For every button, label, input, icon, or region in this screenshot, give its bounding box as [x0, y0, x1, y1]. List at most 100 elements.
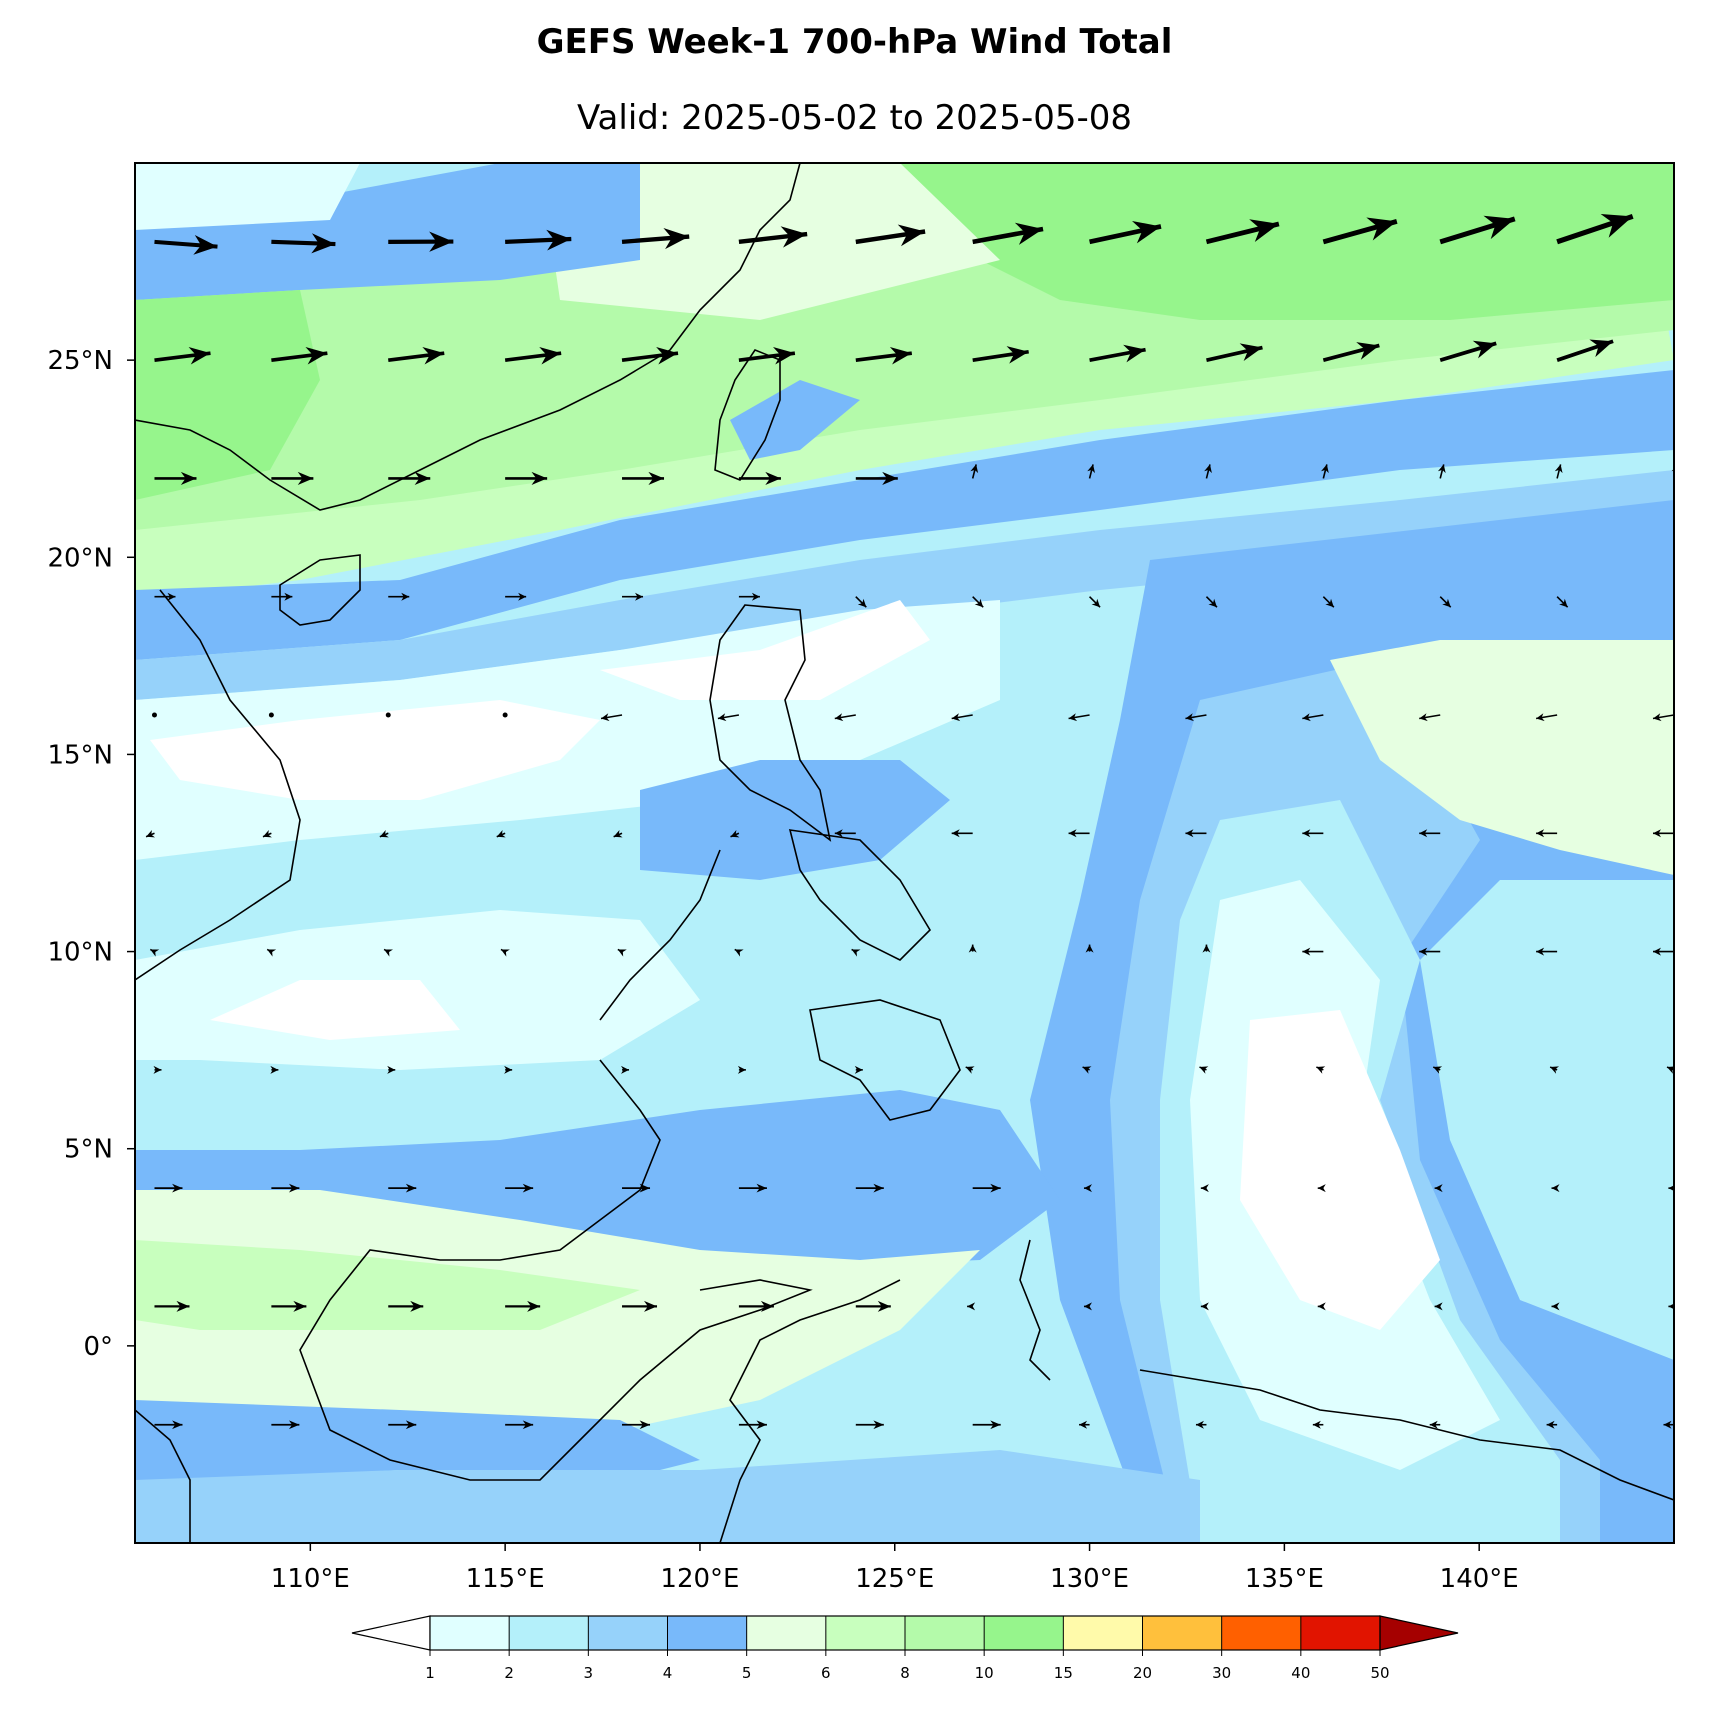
wind-vector [600, 713, 623, 722]
wind-vector [972, 346, 1029, 364]
wind-vector [388, 1420, 417, 1430]
wind-vector [1439, 340, 1497, 362]
wind-vector [154, 1183, 183, 1193]
contour-band-20n [135, 370, 1674, 660]
wind-vector [970, 464, 979, 479]
colorbar-tick-label: 30 [1212, 1664, 1231, 1682]
wind-vector [855, 471, 898, 486]
coast-mindanao [809, 999, 961, 1121]
wind-vector [1205, 219, 1280, 245]
wind-vector [388, 231, 454, 252]
lon-tick-label: 120°E [660, 1564, 739, 1594]
wind-vector [271, 471, 314, 486]
lat-tick-label: 15°N [47, 740, 113, 770]
wind-vector [1083, 1302, 1092, 1311]
contour-band-south-light [135, 1450, 1200, 1543]
lat-tick-label: 20°N [47, 543, 113, 573]
wind-vector [1653, 947, 1674, 956]
wind-vector [1673, 596, 1674, 598]
wind-vector [383, 948, 393, 957]
wind-vector [1082, 1066, 1092, 1074]
colorbar-segment [1300, 1616, 1380, 1650]
wind-vector [504, 1065, 513, 1074]
wind-vector [262, 830, 272, 838]
wind-vector [951, 829, 973, 838]
colorbar-tick-label: 4 [663, 1664, 673, 1682]
wind-vector [622, 592, 644, 601]
wind-vector [154, 1300, 190, 1312]
wind-vector [951, 713, 973, 722]
wind-vector [388, 1300, 424, 1312]
colorbar-segment [430, 1616, 510, 1650]
wind-vector [717, 713, 740, 722]
contour-band-light-ne [540, 163, 1000, 320]
colorbar-tick-label: 2 [504, 1664, 514, 1682]
plot-frame [134, 162, 1675, 1544]
contour-calm-scs-south [210, 980, 460, 1040]
wind-vector [855, 224, 926, 247]
wind-vector [1083, 1184, 1092, 1193]
contour-band-20n-inner [135, 470, 1674, 700]
wind-vector [1185, 829, 1207, 838]
wind-vector [387, 1065, 396, 1074]
wind-vector [1432, 1066, 1443, 1074]
wind-vector [154, 471, 197, 486]
coast-sumatra-java [135, 1409, 191, 1543]
lon-tick-label: 130°E [1050, 1564, 1129, 1594]
wind-vector [1079, 1420, 1090, 1429]
wind-vector [1195, 1420, 1207, 1429]
wind-vector [1316, 1066, 1326, 1074]
wind-vector [1666, 1066, 1674, 1074]
coast-sulawesi [719, 1279, 901, 1543]
wind-vector [1439, 596, 1452, 608]
wind-vector [151, 712, 157, 718]
colorbar-segment [509, 1616, 589, 1650]
wind-vector [153, 1065, 162, 1074]
wind-vector [1439, 215, 1516, 245]
wind-vector [1206, 343, 1263, 362]
colorbar-segment [905, 1616, 985, 1650]
wind-vector [1322, 342, 1380, 362]
colorbar-segment [746, 1616, 826, 1650]
coast-new-guinea [1139, 1369, 1674, 1501]
lat-tick-label: 25°N [47, 346, 113, 376]
contour-calm-east-core [1240, 1010, 1440, 1330]
wind-vector [1551, 1184, 1560, 1193]
wind-vector [500, 948, 510, 957]
coastlines [135, 163, 1674, 1543]
contour-band-2s [135, 1400, 700, 1490]
wind-vector [1089, 344, 1146, 363]
wind-vector [1317, 1302, 1326, 1311]
wind-vector [1204, 464, 1212, 479]
wind-vector [622, 471, 665, 486]
wind-vector [738, 1183, 767, 1193]
wind-vector [855, 1420, 884, 1430]
coast-vietnam [135, 589, 301, 981]
lon-tick-label: 135°E [1245, 1564, 1324, 1594]
wind-vector [1205, 596, 1218, 608]
colorbar-tick-label: 50 [1370, 1664, 1389, 1682]
wind-vector [1536, 829, 1558, 838]
wind-vector [149, 948, 160, 957]
wind-vector [504, 346, 562, 365]
wind-vector [621, 346, 679, 365]
wind-vector [1673, 239, 1674, 242]
contour-band-4n [135, 1090, 1060, 1270]
wind-speed-contours [135, 163, 1674, 1543]
coast-borneo [299, 1059, 813, 1481]
map-title: GEFS Week-1 700-hPa Wind Total [536, 22, 1173, 62]
wind-vector [505, 592, 527, 601]
wind-vector [972, 222, 1044, 245]
wind-vector [505, 471, 548, 486]
axes: 110°E 115°E 120°E 125°E 130°E 135°E 140°E 25°N 2… [47, 346, 1518, 1594]
wind-vector [1663, 1420, 1674, 1429]
wind-vector [622, 1420, 651, 1430]
colorbar-tick-label: 20 [1133, 1664, 1152, 1682]
lat-tick-label: 10°N [47, 938, 113, 968]
wind-vector [1419, 713, 1441, 722]
wind-vector [622, 1300, 658, 1312]
wind-vector [738, 346, 796, 365]
wind-vector [1317, 1184, 1326, 1193]
wind-vector [388, 471, 431, 486]
wind-vector [505, 1300, 541, 1312]
